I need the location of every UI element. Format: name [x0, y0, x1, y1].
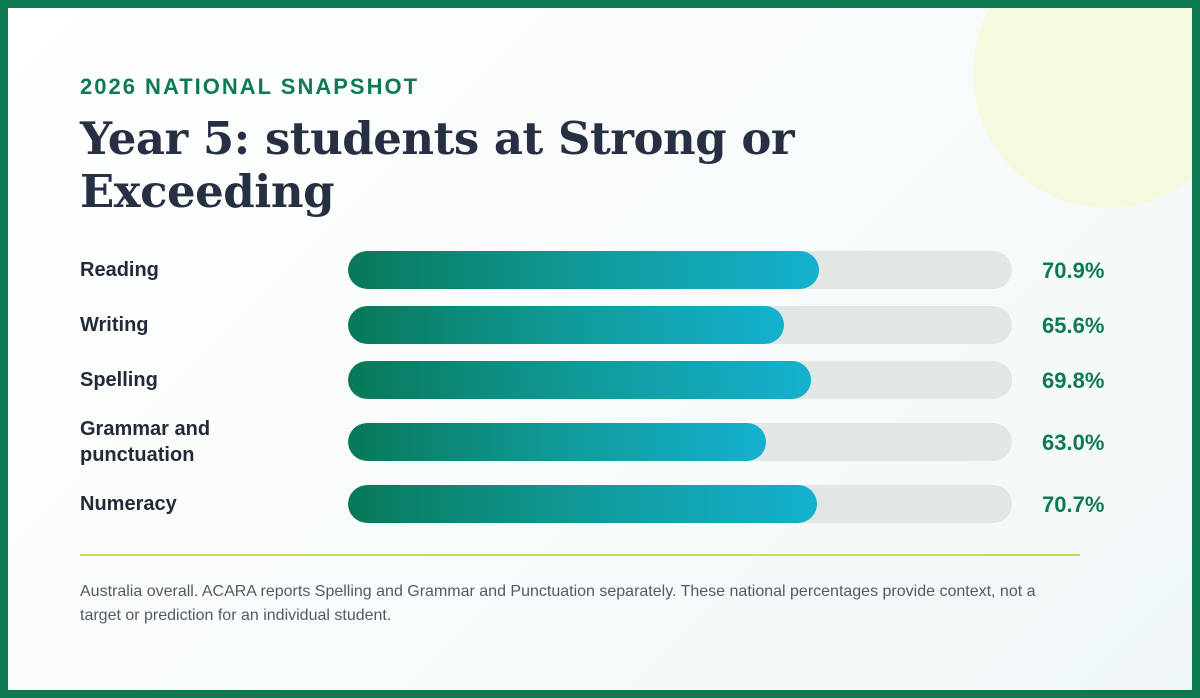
bar [348, 361, 812, 399]
eyebrow-label: 2026 NATIONAL SNAPSHOT [80, 74, 420, 99]
decorative-circle [973, 8, 1192, 208]
bar [348, 423, 767, 461]
bar [348, 306, 784, 344]
bar-track [348, 361, 1012, 399]
bar-track [348, 251, 1012, 289]
bar-value-label: 70.7% [1042, 492, 1105, 517]
bar-track [348, 485, 1012, 523]
bar-value-label: 70.9% [1042, 258, 1105, 283]
bar-label: Reading [80, 259, 159, 281]
chart-title: Year 5: students at Strong or Exceeding [80, 112, 795, 218]
bar [348, 251, 819, 289]
bar-label: Grammar and punctuation [80, 418, 211, 466]
bar-track [348, 306, 1012, 344]
bar-label: Numeracy [80, 493, 177, 515]
divider [80, 554, 1080, 556]
footnote: Australia overall. ACARA reports Spellin… [80, 583, 1036, 624]
bar [348, 485, 818, 523]
bar-value-label: 65.6% [1042, 313, 1105, 338]
bar-label: Spelling [80, 369, 158, 391]
bar-value-label: 69.8% [1042, 368, 1105, 393]
bar-track [348, 423, 1012, 461]
bar-value-label: 63.0% [1042, 430, 1105, 455]
bar-label: Writing [80, 314, 149, 336]
